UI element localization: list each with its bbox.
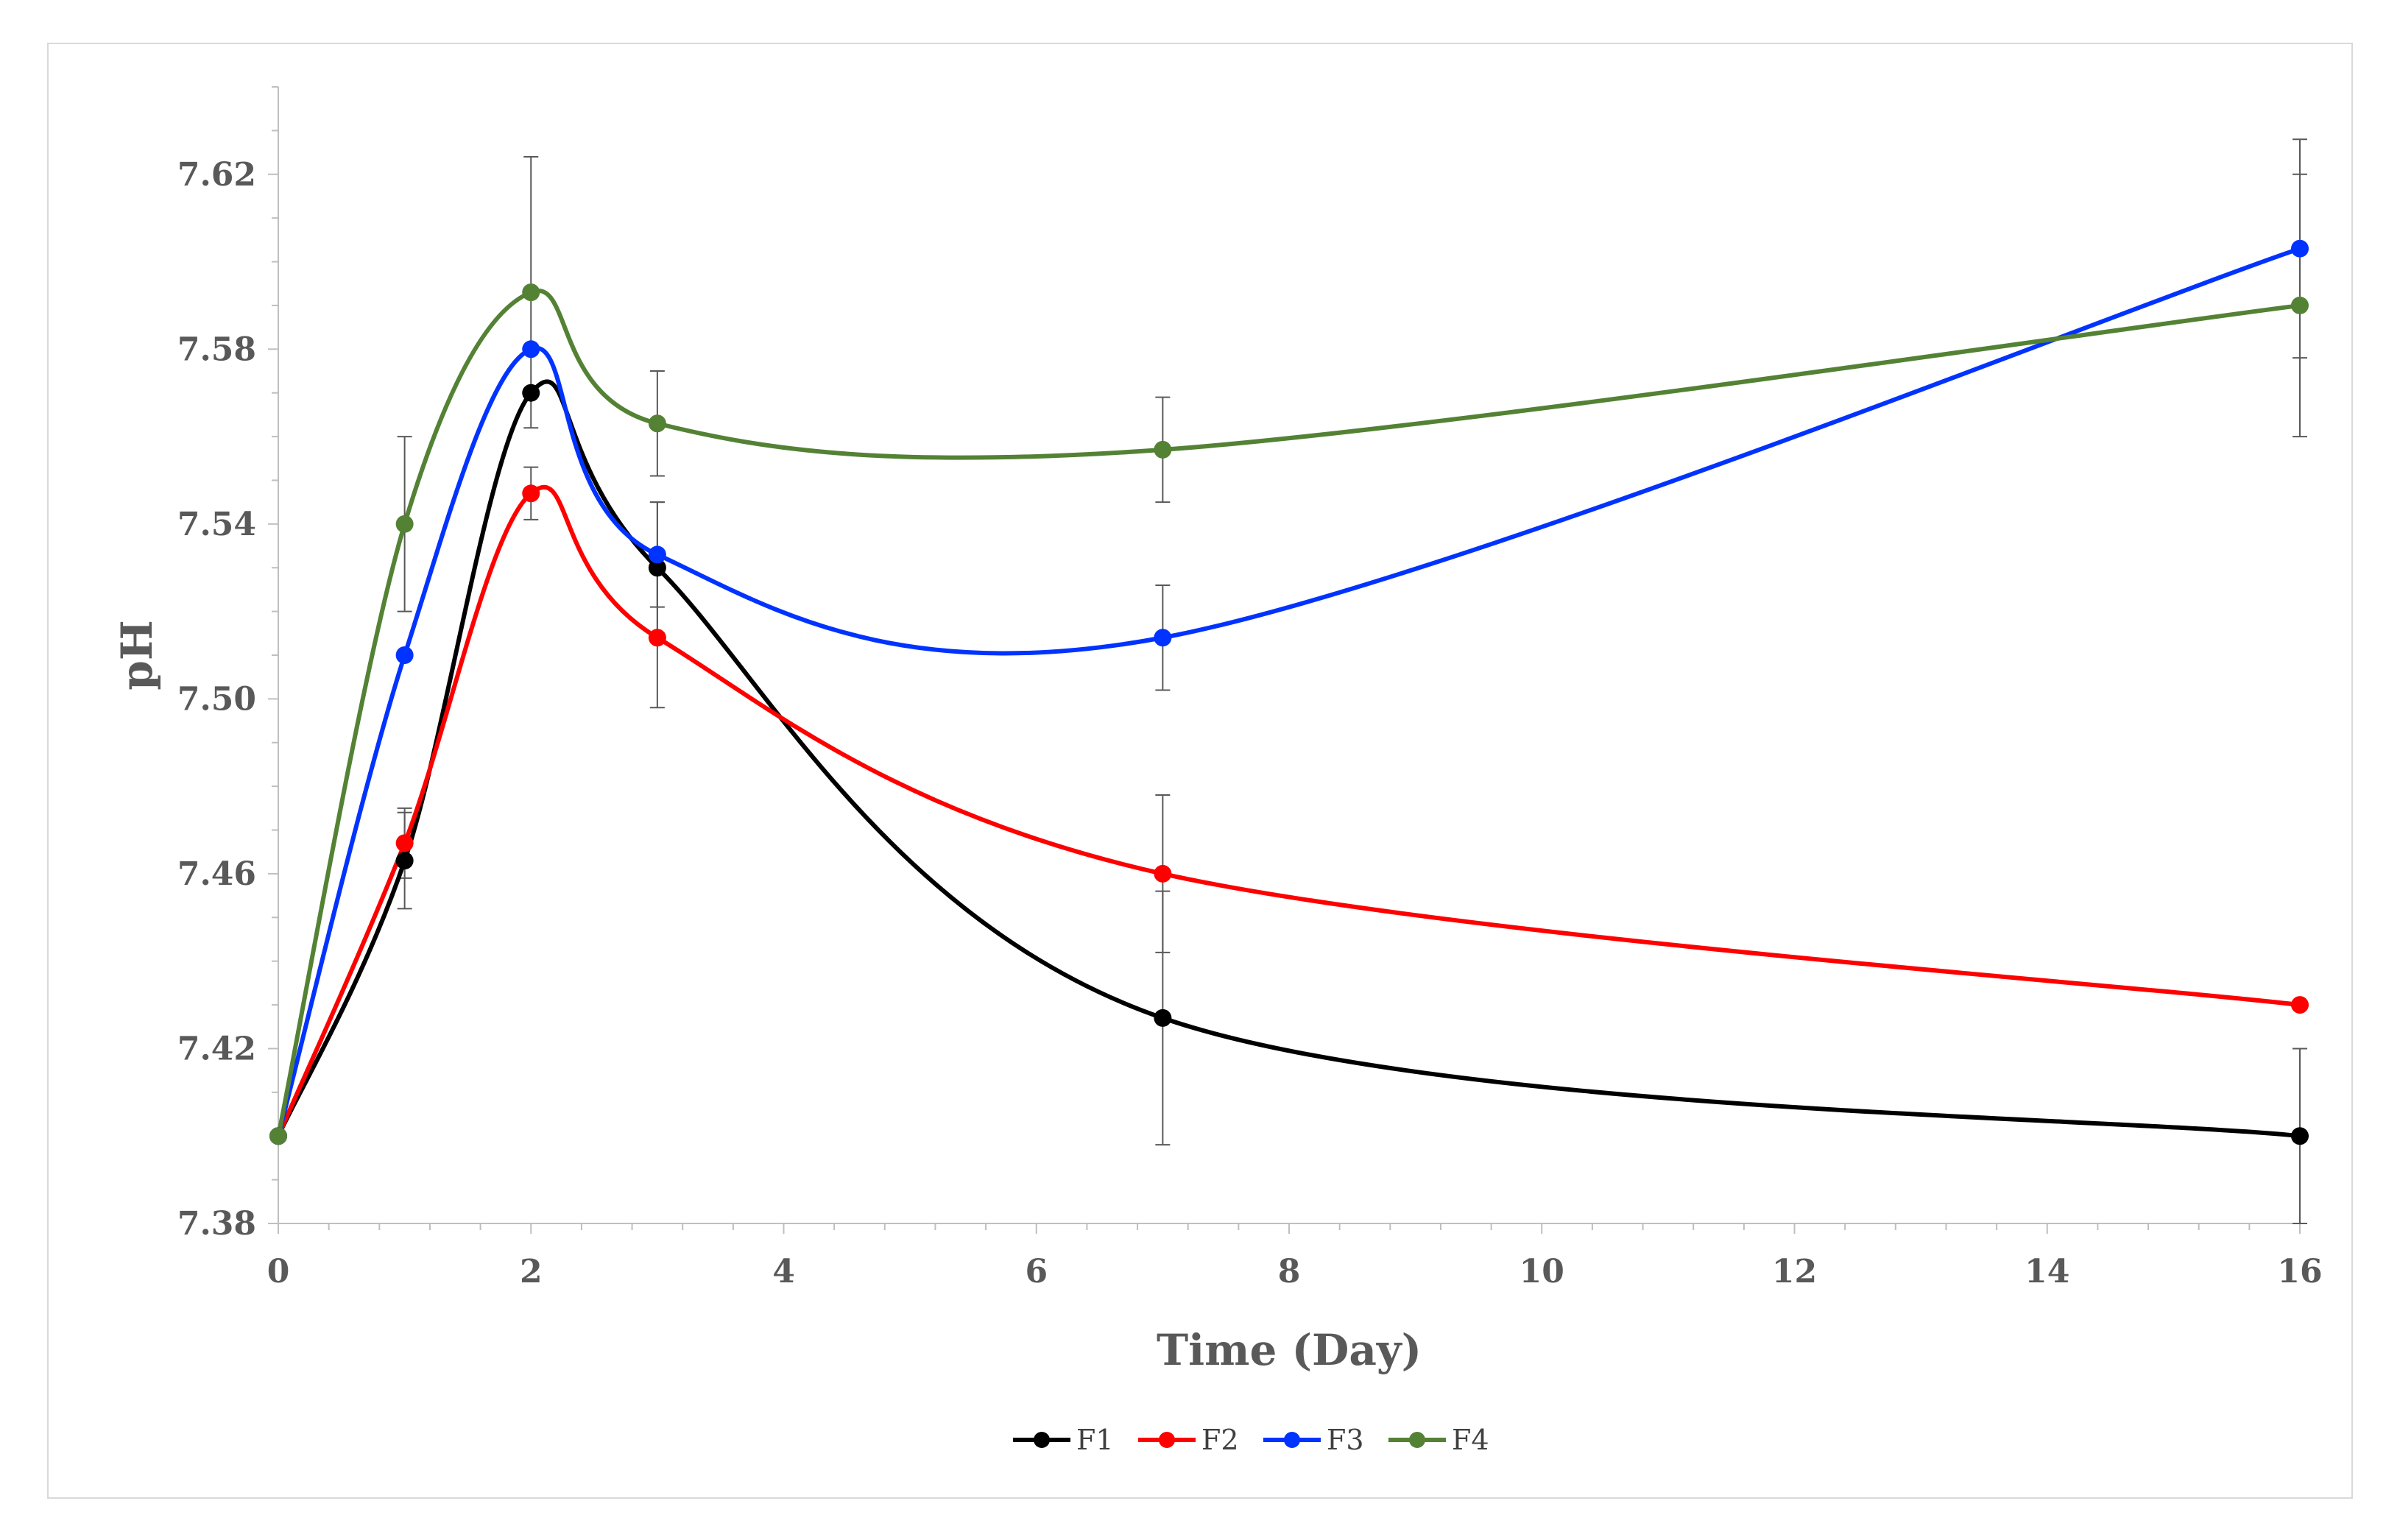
series-lines: [276, 246, 2301, 1139]
data-point-f1: [522, 384, 540, 402]
data-point-f4: [395, 515, 414, 533]
x-tick-label: 16: [2277, 1253, 2322, 1290]
legend-marker-f1: [1034, 1432, 1050, 1448]
data-point-f3: [522, 340, 540, 358]
y-tick-label: 7.54: [177, 506, 256, 543]
data-point-f2: [522, 484, 540, 503]
legend-marker-f4: [1409, 1432, 1425, 1448]
data-point-f2: [648, 629, 666, 647]
series-line-f4: [276, 289, 2301, 1137]
legend-label-f1: F1: [1076, 1424, 1114, 1456]
x-tick-label: 2: [520, 1253, 543, 1290]
x-tick-label: 10: [1520, 1253, 1564, 1290]
legend-label-f3: F3: [1327, 1424, 1364, 1456]
data-point-f1: [2291, 1127, 2309, 1145]
data-point-f4: [522, 283, 540, 302]
data-point-f4: [269, 1127, 287, 1145]
data-point-f4: [1154, 440, 1172, 459]
data-point-f3: [395, 646, 414, 664]
y-tick-label: 7.58: [177, 331, 256, 368]
y-axis-title: pH: [112, 620, 162, 690]
series-line-f2: [276, 485, 2301, 1137]
legend-label-f4: F4: [1452, 1424, 1489, 1456]
y-tick-label: 7.46: [177, 855, 256, 893]
ph-line-chart: 7.38 7.42 7.46 7.50 7.54 7.58 7.62 0 2 4 6 8 10 12 14 1…: [112, 86, 2323, 1456]
data-point-f1: [1154, 1009, 1172, 1027]
x-tick-label: 0: [267, 1253, 290, 1290]
data-point-f4: [2291, 296, 2309, 314]
x-tick-label: 6: [1025, 1253, 1048, 1290]
data-point-f2: [1154, 864, 1172, 883]
legend-marker-f3: [1284, 1432, 1300, 1448]
data-point-f3: [2291, 239, 2309, 258]
x-tick-label: 8: [1278, 1253, 1301, 1290]
legend-label-f2: F2: [1201, 1424, 1239, 1456]
x-tick-label: 4: [772, 1253, 795, 1290]
data-point-f1: [395, 852, 414, 870]
data-point-f3: [1154, 629, 1172, 647]
series-line-f3: [276, 246, 2301, 1137]
data-point-f1: [648, 559, 666, 577]
x-tick-label: 14: [2025, 1253, 2069, 1290]
x-tick-label: 12: [1772, 1253, 1817, 1290]
axes: 7.38 7.42 7.46 7.50 7.54 7.58 7.62 0 2 4 6 8 10 12 14 1…: [177, 86, 2323, 1290]
data-point-f2: [2291, 996, 2309, 1014]
chart-frame: 7.38 7.42 7.46 7.50 7.54 7.58 7.62 0 2 4 6 8 10 12 14 1…: [47, 43, 2353, 1499]
data-markers: [269, 239, 2309, 1145]
data-point-f3: [648, 545, 666, 564]
y-tick-label: 7.50: [177, 680, 256, 718]
y-tick-label: 7.42: [177, 1030, 256, 1067]
legend-marker-f2: [1159, 1432, 1175, 1448]
legend: F1 F2 F3 F4: [1013, 1424, 1489, 1456]
data-point-f4: [648, 414, 666, 433]
y-tick-label: 7.38: [177, 1205, 256, 1243]
x-axis-title: Time (Day): [1157, 1325, 1422, 1375]
series-line-f1: [276, 379, 2301, 1139]
y-tick-label: 7.62: [177, 156, 256, 194]
data-point-f2: [395, 834, 414, 852]
